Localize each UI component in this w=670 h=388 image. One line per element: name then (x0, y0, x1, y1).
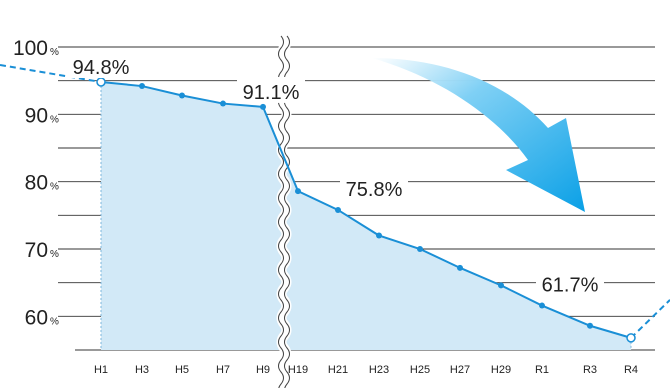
data-point (220, 100, 226, 107)
y-tick-label: 70 (25, 239, 48, 262)
x-tick-label: H27 (450, 364, 470, 376)
x-tick-label: H23 (369, 364, 389, 376)
data-label: 91.1% (243, 82, 300, 104)
data-label: 75.8% (346, 179, 403, 201)
data-label: 94.8% (73, 57, 130, 79)
x-tick-label: H25 (410, 364, 430, 376)
x-tick-label: H1 (94, 364, 108, 376)
data-point (457, 264, 463, 271)
x-axis: H1 H3 H5 H7 H9 H19 H21 H23 H25 H27 H29 R1 R3 R4 (94, 364, 638, 376)
x-tick-label: H5 (175, 364, 189, 376)
data-point-marker (626, 333, 636, 343)
x-tick-label: H29 (491, 364, 511, 376)
data-point (539, 302, 545, 309)
x-tick-label: R4 (624, 364, 638, 376)
data-point (295, 188, 301, 195)
data-point (417, 246, 423, 252)
data-point (587, 322, 593, 329)
y-axis: 100 %90 %80 %70 %60% (13, 37, 59, 329)
data-point (260, 103, 266, 110)
y-tick-unit: % (50, 47, 59, 58)
data-point-marker (96, 77, 106, 87)
data-label-bg (536, 269, 604, 296)
area-shape (101, 82, 631, 350)
y-tick-label: 60 (25, 306, 48, 329)
y-tick-unit: % (50, 114, 59, 125)
data-point (179, 92, 185, 99)
x-tick-label: H7 (216, 364, 230, 376)
series-line (0, 64, 670, 339)
y-tick-label: 80 (25, 172, 48, 195)
data-label-bg (340, 173, 408, 200)
data-points (96, 77, 636, 343)
data-labels: 94.8% 91.1% 75.8% 61.7% (67, 52, 604, 297)
extension-line-left (0, 64, 102, 83)
y-tick-unit: % (50, 249, 59, 260)
x-tick-label: H9 (256, 364, 270, 376)
data-label-bg (237, 76, 305, 103)
x-tick-label: H21 (328, 364, 348, 376)
data-point (335, 206, 341, 213)
y-tick-label: 100 (13, 37, 48, 60)
x-tick-label: H19 (288, 364, 308, 376)
data-point (139, 83, 145, 90)
area-fill (100, 82, 632, 350)
data-point (498, 282, 504, 289)
data-label: 61.7% (542, 275, 599, 297)
data-label-bg (67, 52, 135, 79)
y-tick-unit: % (50, 316, 59, 327)
trend-arrow (372, 58, 585, 212)
y-tick-unit: % (50, 182, 59, 193)
data-point (376, 232, 382, 239)
extension-line-right (630, 299, 670, 339)
y-tick-label: 90 (25, 104, 48, 127)
x-tick-label: R1 (535, 364, 549, 376)
x-tick-label: R3 (583, 364, 597, 376)
x-tick-label: H3 (135, 364, 149, 376)
series-path (100, 81, 632, 339)
